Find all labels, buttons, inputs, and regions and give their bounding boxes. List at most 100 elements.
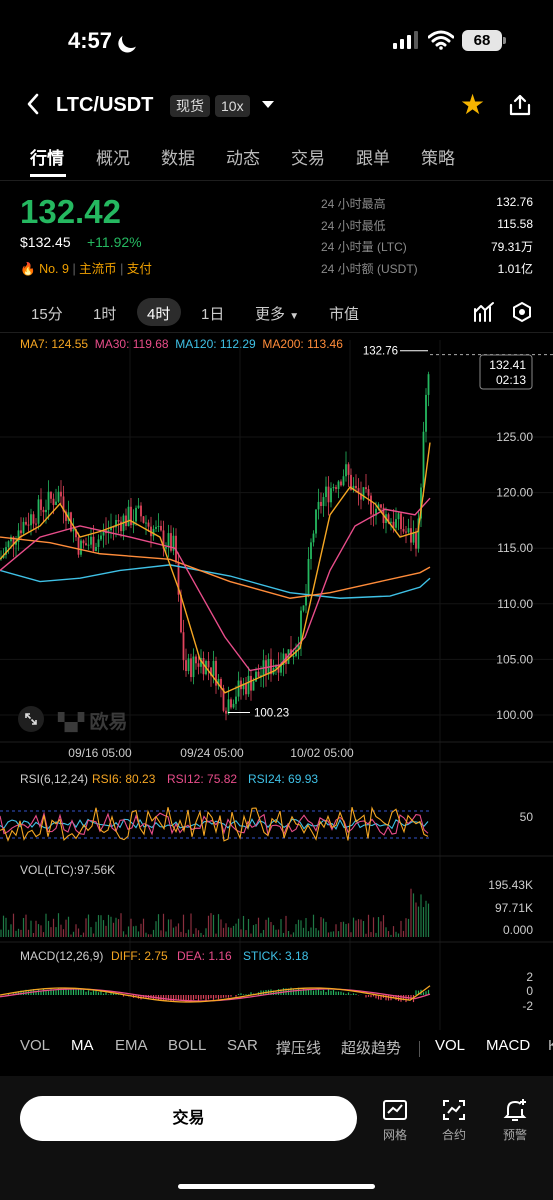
volume-bar [367, 914, 370, 937]
tab-trade[interactable]: 交易 [291, 149, 325, 168]
ind-sub-more[interactable]: K [548, 1037, 553, 1054]
candle-body [395, 519, 397, 528]
macd-bar [135, 995, 137, 997]
timeframe-1h[interactable]: 1时 [93, 306, 117, 323]
ma120-line [0, 564, 431, 599]
volume-bar [320, 917, 322, 937]
macd-bar [327, 989, 330, 995]
macd-bar [350, 994, 352, 995]
indicator-settings-icon[interactable] [473, 301, 495, 323]
volume-bar [387, 931, 390, 937]
volume-bar [65, 919, 67, 937]
y-tick-label: 120.00 [496, 486, 533, 500]
macd-bar [82, 989, 85, 995]
ind-sar[interactable]: SAR [227, 1037, 258, 1054]
chart-settings-icon[interactable] [511, 301, 533, 323]
volume-bar [395, 931, 397, 937]
volume-bar [120, 913, 122, 937]
volume-bar [52, 918, 55, 937]
macd-bar [172, 995, 175, 1002]
timeframe-4h[interactable]: 4时 [147, 306, 171, 323]
ind-supertrend[interactable]: 超级趋势 [341, 1040, 402, 1057]
contract-icon [443, 1100, 465, 1120]
volume-bar [180, 931, 182, 937]
volume-bar [17, 928, 20, 937]
category-tag-mainstream[interactable]: 主流币 [79, 262, 117, 276]
candle-body [55, 501, 57, 505]
macd-bar [47, 990, 50, 995]
tab-indicator [30, 174, 66, 177]
candle-body [310, 542, 312, 559]
ind-sub-macd[interactable]: MACD [486, 1037, 531, 1054]
timeframe-more[interactable]: 更多 ▼ [255, 303, 299, 324]
candle-body [260, 675, 262, 677]
candle-body [322, 497, 325, 507]
volume-bar [372, 917, 375, 937]
rank-badge[interactable]: No. 9 [39, 262, 69, 276]
macd-bar [87, 990, 90, 995]
candle-body [370, 495, 372, 515]
y-tick-label: 110.00 [497, 597, 533, 611]
candle-body [300, 610, 302, 645]
candle-body [225, 710, 227, 714]
volume-bar [222, 927, 225, 937]
ma200-line [0, 536, 431, 599]
volume-bar [170, 919, 172, 937]
price-change: +11.92% [87, 234, 142, 250]
ind-sub-vol[interactable]: VOL [435, 1037, 466, 1054]
bell-plus-icon [503, 1099, 527, 1121]
volume-bar [7, 929, 10, 937]
macd-bar [77, 989, 80, 995]
volume-bar [290, 934, 292, 937]
candle-body [365, 487, 367, 490]
macd-bar [220, 995, 222, 999]
volume-bar [362, 920, 365, 937]
timeframe-1d[interactable]: 1日 [201, 306, 225, 323]
ind-ema[interactable]: EMA [115, 1037, 148, 1054]
category-tag-payment[interactable]: 支付 [126, 262, 152, 276]
favorite-star-icon[interactable]: ★ [460, 89, 486, 120]
candle-body [172, 535, 175, 551]
indicator-lines [0, 442, 431, 1003]
macd-bar [405, 995, 407, 1003]
tab-data[interactable]: 数据 [161, 149, 195, 168]
trade-button[interactable]: 交易 [20, 1096, 357, 1141]
macd-bar [335, 991, 337, 995]
candle-body [137, 505, 140, 508]
tab-news[interactable]: 动态 [226, 149, 260, 168]
tab-overview[interactable]: 概况 [96, 149, 130, 168]
volume-bar [267, 917, 270, 937]
candle-body [380, 504, 382, 508]
macd-bar [167, 995, 170, 1001]
macd-bar [305, 990, 307, 995]
market-cap-tab[interactable]: 市值 [329, 306, 360, 323]
pair-dropdown-icon[interactable] [262, 101, 274, 108]
candle-body [117, 520, 120, 522]
volume-bar [277, 929, 280, 937]
back-button[interactable] [26, 93, 40, 119]
pair-title[interactable]: LTC/USDT [56, 94, 154, 116]
macd-bar [237, 993, 240, 995]
ind-support-resistance[interactable]: 撑压线 [276, 1040, 322, 1057]
kline-chart[interactable]: 125.00 120.00 115.00 110.00 105.00 100.00 09/1… [0, 340, 553, 1030]
tab-strategy[interactable]: 策略 [421, 149, 455, 168]
candle-body [242, 683, 245, 690]
macd-bar [242, 994, 245, 995]
volume-bar [270, 922, 272, 937]
tab-copy-trading[interactable]: 跟单 [356, 149, 390, 168]
candle-body [57, 491, 60, 502]
contract-button[interactable]: 合约 [434, 1098, 474, 1143]
alert-button[interactable]: 预警 [495, 1098, 535, 1143]
macd-bar [37, 989, 40, 995]
ind-vol[interactable]: VOL [20, 1037, 51, 1054]
ind-ma[interactable]: MA [71, 1037, 94, 1054]
timeframe-15m[interactable]: 15分 [31, 306, 63, 323]
share-icon[interactable] [508, 94, 532, 116]
fullscreen-button[interactable] [18, 706, 44, 732]
ind-boll[interactable]: BOLL [168, 1037, 207, 1054]
tab-market[interactable]: 行情 [30, 149, 64, 168]
candle-body [47, 491, 50, 510]
grid-button[interactable]: 网格 [375, 1098, 415, 1143]
macd-bar [392, 995, 395, 999]
volume-bar [107, 914, 110, 937]
